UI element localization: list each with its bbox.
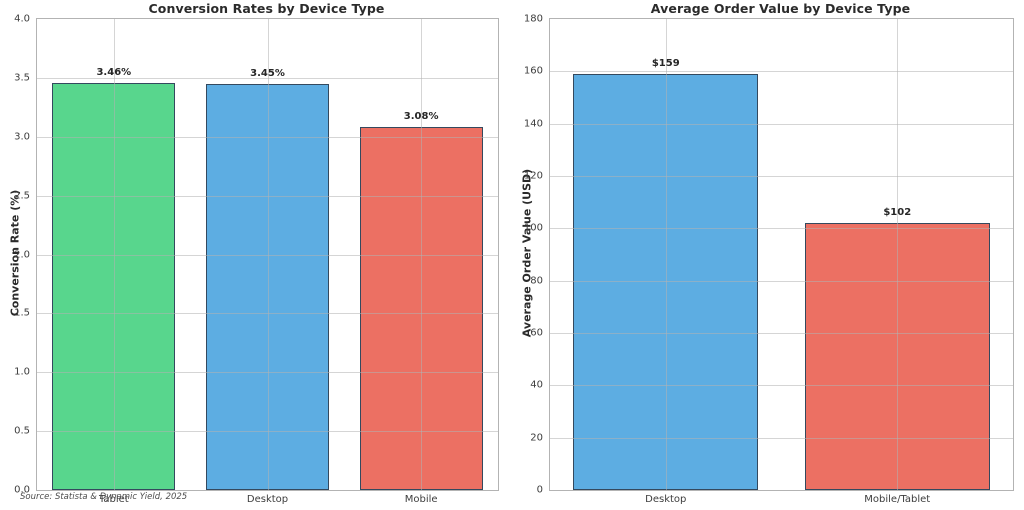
y-tick-label: 120 xyxy=(523,170,543,182)
y-tick-label: 160 xyxy=(523,65,543,77)
bar-value-label: $159 xyxy=(651,57,680,69)
bar xyxy=(206,83,329,490)
y-tick-label: 1.0 xyxy=(14,366,30,378)
y-tick-label: 2.0 xyxy=(14,249,30,260)
bar xyxy=(804,223,990,490)
plot-area: 0.0 0.5 1.0 1.5 2.0 2.5 3.0 3.5 4.0 3.46% Tablet 3.… xyxy=(14,14,499,505)
y-tick-label: 140 xyxy=(523,118,543,130)
x-tick-label: Mobile/Tablet xyxy=(864,494,931,505)
chart-average-order-value: Average Order Value by Device Type Avera… xyxy=(512,0,1024,510)
x-tick-label: Tablet xyxy=(98,494,129,505)
y-tick-label: 180 xyxy=(523,13,543,25)
bar xyxy=(359,127,483,490)
y-axis-label: Average Order Value (USD) xyxy=(520,168,534,338)
y-tick-label: 3.5 xyxy=(14,72,30,84)
source-note: Source: Statista & Dynamic Yield, 2025 xyxy=(20,492,188,502)
y-tick-label: 100 xyxy=(523,222,543,234)
y-tick-label: 1.5 xyxy=(14,307,30,319)
y-tick-label: 0 xyxy=(536,484,543,496)
bar-value-label: 3.45% xyxy=(250,67,285,79)
y-tick-label: 0.5 xyxy=(14,425,30,437)
y-tick-label: 80 xyxy=(530,275,543,287)
chart-title: Average Order Value by Device Type xyxy=(650,1,911,16)
y-tick-label: 3.0 xyxy=(14,131,30,143)
plot-area: 0 20 40 60 80 100 120 140 160 180 $159 Desktop $102 M… xyxy=(524,14,1014,505)
gridline-h xyxy=(550,71,1013,73)
bar-value-label: $102 xyxy=(883,207,912,219)
y-tick-label: 60 xyxy=(530,327,543,339)
x-tick-label: Mobile xyxy=(404,494,438,505)
bar-value-label: 3.46% xyxy=(96,66,132,78)
bar xyxy=(52,82,176,490)
y-tick-label: 20 xyxy=(530,432,543,444)
y-tick-label: 0.0 xyxy=(14,484,30,496)
y-tick-label: 40 xyxy=(530,379,543,391)
x-tick-label: Desktop xyxy=(246,494,289,505)
y-tick-label: 4.0 xyxy=(14,13,30,25)
chart-conversion-rates: Conversion Rates by Device Type Conversi… xyxy=(9,1,499,505)
bar xyxy=(573,73,759,490)
bar-value-label: 3.08% xyxy=(403,111,439,123)
chart-title: Conversion Rates by Device Type xyxy=(148,1,385,16)
x-tick-label: Desktop xyxy=(645,494,687,505)
y-tick-label: 2.5 xyxy=(14,190,30,202)
